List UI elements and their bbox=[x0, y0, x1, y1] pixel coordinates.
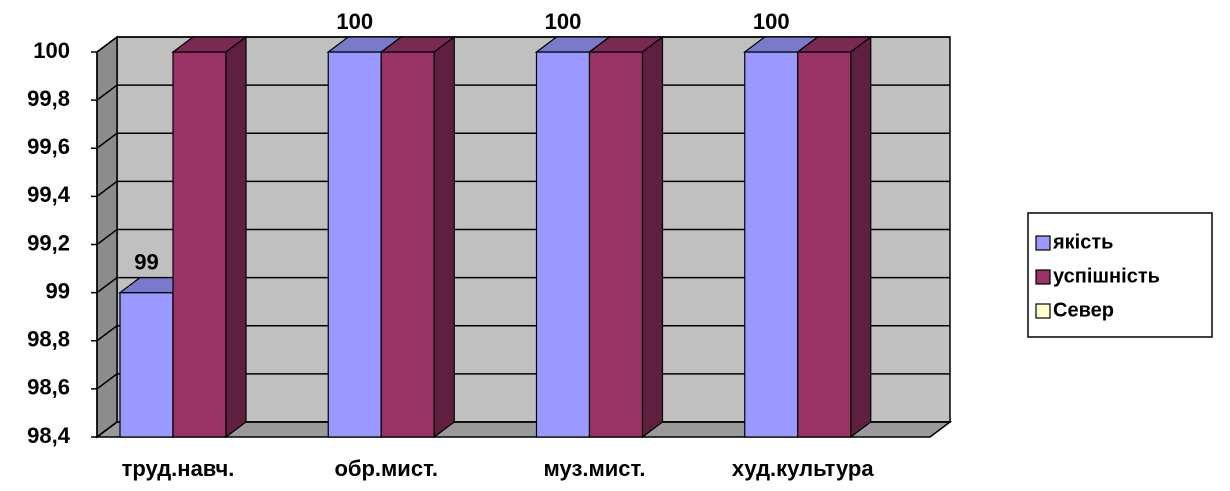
bar-side bbox=[433, 35, 455, 439]
legend-label: якість bbox=[1052, 231, 1113, 253]
bar bbox=[327, 51, 382, 438]
grid-line bbox=[96, 421, 118, 438]
x-tick-label: труд.навч. bbox=[122, 456, 235, 481]
data-label: 100 bbox=[753, 9, 790, 34]
bar-side bbox=[850, 35, 872, 439]
grid-line bbox=[96, 277, 118, 294]
data-label: 100 bbox=[336, 9, 373, 34]
bar bbox=[380, 51, 435, 438]
y-tick-label: 99 bbox=[46, 278, 70, 303]
y-tick-label: 98,6 bbox=[27, 375, 70, 400]
y-tick-label: 99,6 bbox=[27, 134, 70, 159]
grid-line bbox=[96, 325, 118, 342]
grid-line bbox=[96, 180, 118, 197]
data-label: 100 bbox=[545, 9, 582, 34]
grid-line bbox=[96, 84, 118, 101]
x-tick-label: худ.культура bbox=[732, 456, 874, 481]
legend-swatch bbox=[1035, 235, 1051, 251]
legend-label: успішність bbox=[1053, 265, 1160, 287]
legend-box bbox=[1027, 212, 1213, 338]
bar bbox=[535, 51, 591, 438]
grid-line bbox=[96, 228, 118, 246]
bar-side bbox=[225, 35, 247, 439]
bar bbox=[588, 51, 644, 438]
bar bbox=[797, 51, 852, 438]
y-tick-label: 99,4 bbox=[27, 182, 71, 207]
data-label: 99 bbox=[134, 249, 158, 274]
x-tick-label: обр.мист. bbox=[334, 456, 438, 481]
bar bbox=[172, 51, 227, 438]
grid-line bbox=[96, 373, 118, 390]
y-tick-label: 98,8 bbox=[27, 327, 70, 352]
y-tick-label: 100 bbox=[33, 38, 70, 63]
bar bbox=[744, 51, 799, 438]
legend-swatch bbox=[1035, 303, 1051, 319]
bar-side bbox=[641, 35, 664, 439]
x-tick-label: муз.мист. bbox=[544, 456, 646, 481]
y-tick-label: 98,4 bbox=[27, 423, 71, 448]
y-tick-label: 99,2 bbox=[27, 230, 70, 255]
grid-line bbox=[96, 132, 118, 149]
legend-swatch bbox=[1035, 269, 1051, 285]
grid-line bbox=[96, 36, 118, 53]
legend-label: Север bbox=[1053, 299, 1114, 321]
bar bbox=[119, 292, 174, 438]
y-tick-label: 99,8 bbox=[27, 86, 70, 111]
